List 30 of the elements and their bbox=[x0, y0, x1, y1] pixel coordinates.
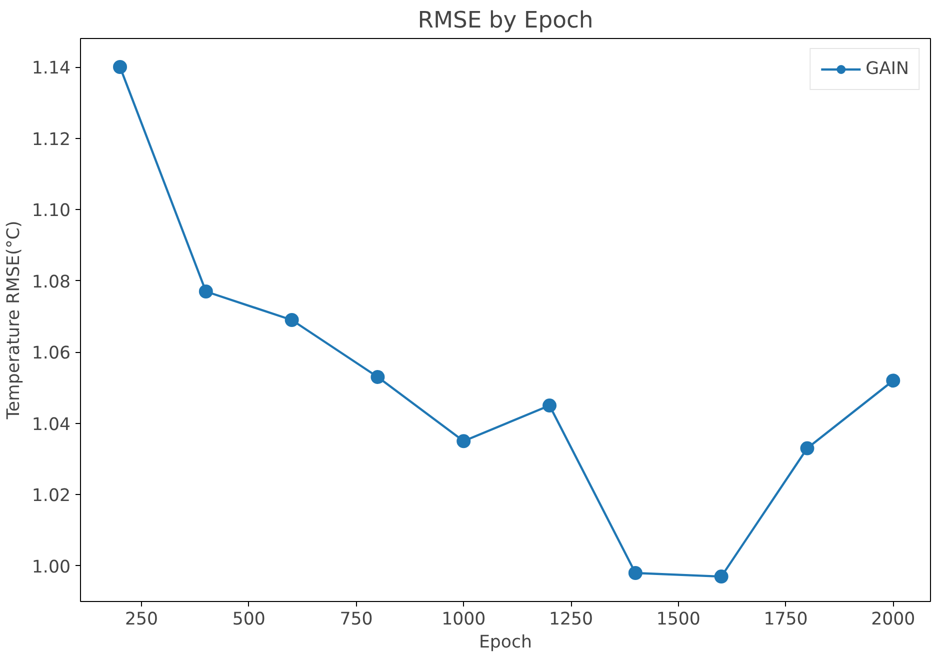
x-tick-label: 1500 bbox=[656, 610, 700, 630]
point bbox=[628, 566, 642, 580]
point bbox=[113, 60, 128, 74]
y-tick-label: 1.06 bbox=[32, 344, 71, 364]
y-tick-label: 1.10 bbox=[32, 201, 71, 222]
point bbox=[542, 398, 557, 413]
y-tick-label: 1.02 bbox=[32, 486, 71, 506]
x-tick-label: 1250 bbox=[548, 610, 594, 630]
y-tick-label: 1.14 bbox=[32, 58, 71, 79]
point bbox=[284, 313, 299, 327]
y-tick-label: 1.08 bbox=[32, 272, 71, 292]
x-tick-label: 250 bbox=[124, 610, 158, 630]
legend-label: GAIN bbox=[866, 59, 909, 79]
point bbox=[456, 434, 471, 448]
point bbox=[800, 441, 814, 456]
point bbox=[198, 284, 213, 298]
x-tick-label: 1000 bbox=[442, 610, 486, 630]
point bbox=[714, 570, 728, 584]
x-tick-label: 1750 bbox=[764, 610, 808, 630]
x-axis-title: Epoch bbox=[478, 632, 532, 652]
chart-title: RMSE by Epoch bbox=[418, 8, 594, 34]
x-tick-label: 500 bbox=[232, 610, 266, 630]
y-axis-title: Temperature RMSE(°C) bbox=[4, 220, 24, 420]
x-tick-label: 2000 bbox=[871, 610, 916, 630]
point bbox=[370, 370, 385, 384]
y-tick-label: 1.04 bbox=[32, 414, 71, 435]
y-tick-label: 1.12 bbox=[32, 130, 71, 150]
point bbox=[886, 374, 900, 388]
x-tick-label: 750 bbox=[340, 610, 373, 630]
y-tick-label: 1.00 bbox=[32, 557, 71, 578]
